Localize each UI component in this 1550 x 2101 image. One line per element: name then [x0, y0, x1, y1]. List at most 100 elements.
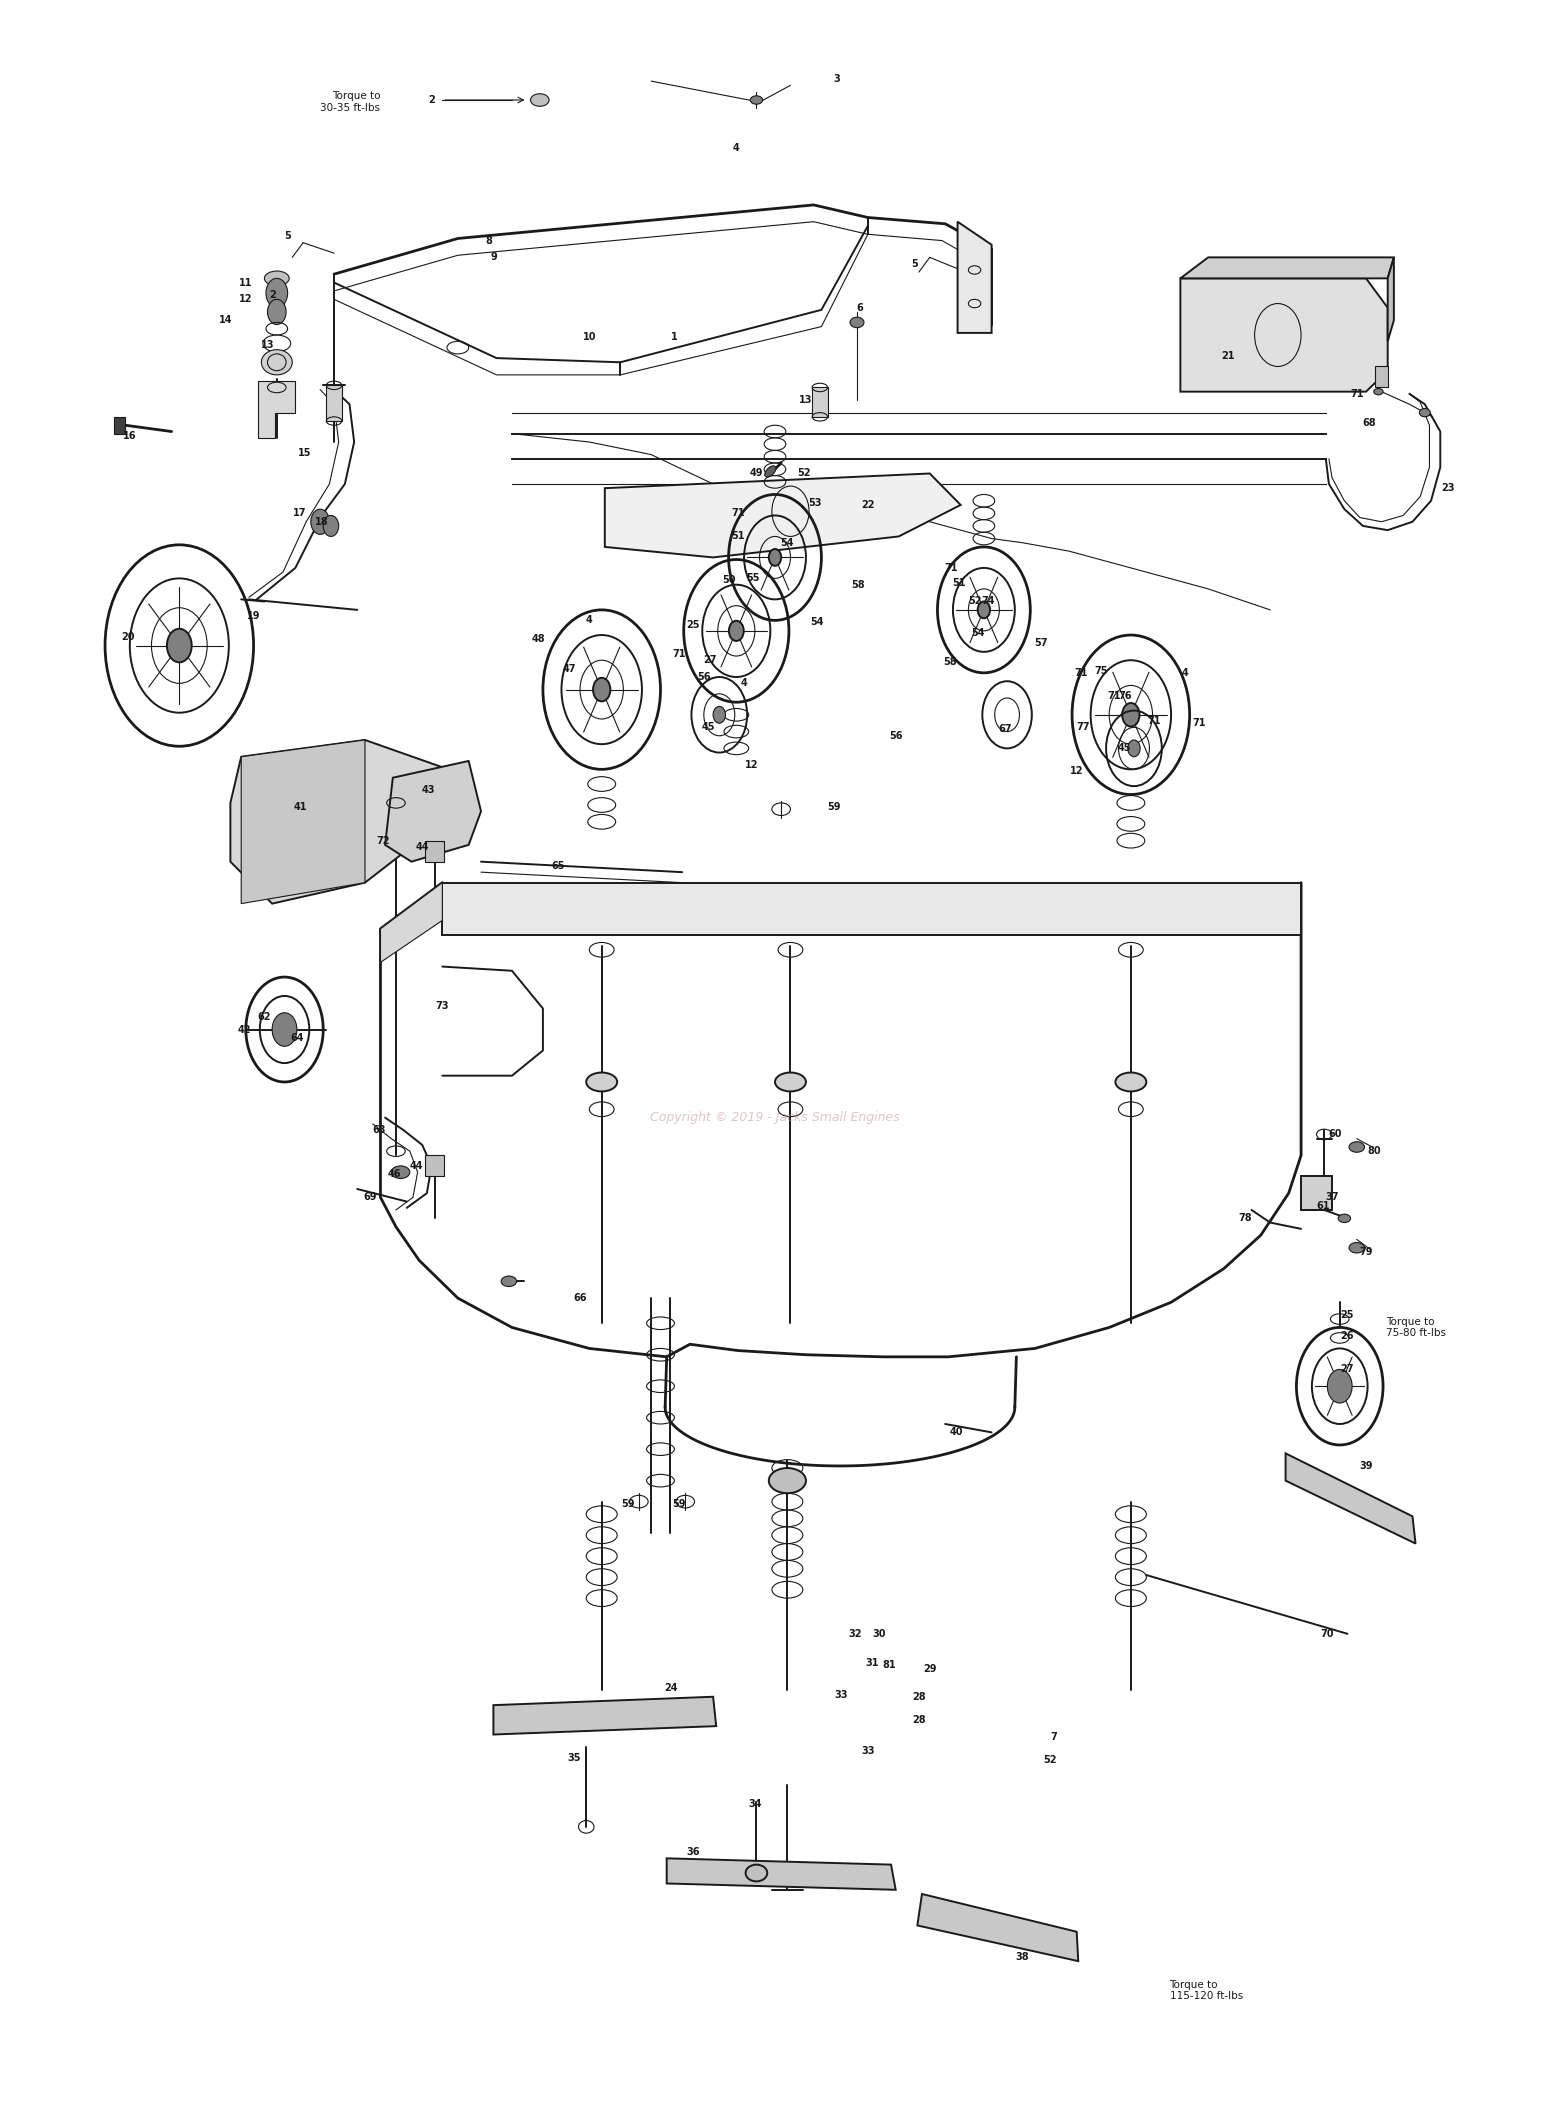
- Text: 73: 73: [436, 1002, 450, 1011]
- Text: 33: 33: [835, 1689, 848, 1700]
- Text: 10: 10: [583, 332, 597, 342]
- Text: 54: 54: [970, 628, 984, 639]
- Text: 2: 2: [428, 95, 436, 105]
- Polygon shape: [242, 740, 364, 903]
- Text: 58: 58: [942, 658, 956, 668]
- Ellipse shape: [265, 271, 290, 286]
- Ellipse shape: [750, 97, 763, 105]
- Text: 11: 11: [239, 277, 253, 288]
- Text: 52: 52: [798, 469, 811, 479]
- Text: Torque to
75-80 ft-lbs: Torque to 75-80 ft-lbs: [1386, 1317, 1446, 1338]
- Text: 5: 5: [284, 231, 291, 242]
- Text: 3: 3: [834, 74, 840, 84]
- Text: 12: 12: [239, 294, 253, 305]
- Polygon shape: [812, 387, 828, 416]
- Text: 65: 65: [552, 861, 566, 870]
- Circle shape: [728, 620, 744, 641]
- Circle shape: [312, 508, 330, 534]
- Text: 37: 37: [1325, 1193, 1339, 1202]
- Text: 71: 71: [673, 649, 685, 660]
- Text: 44: 44: [415, 843, 429, 853]
- Text: 4: 4: [733, 143, 739, 153]
- Polygon shape: [918, 1893, 1079, 1960]
- Text: 12: 12: [746, 761, 758, 771]
- Circle shape: [324, 515, 339, 536]
- Text: 40: 40: [949, 1427, 963, 1437]
- Text: 19: 19: [246, 611, 260, 622]
- Circle shape: [713, 706, 725, 723]
- Circle shape: [167, 628, 192, 662]
- Ellipse shape: [262, 349, 293, 374]
- Text: 4: 4: [586, 616, 592, 626]
- Text: 28: 28: [911, 1714, 925, 1725]
- Polygon shape: [958, 223, 992, 332]
- Text: 8: 8: [485, 235, 493, 246]
- Polygon shape: [1387, 256, 1393, 340]
- Text: 71: 71: [1074, 668, 1088, 679]
- Text: 75: 75: [1094, 666, 1108, 677]
- Text: 67: 67: [998, 725, 1012, 735]
- Text: 78: 78: [1238, 1214, 1252, 1223]
- Circle shape: [268, 298, 287, 324]
- Text: 27: 27: [704, 656, 716, 666]
- Text: 71: 71: [1147, 716, 1161, 727]
- Ellipse shape: [775, 1072, 806, 1090]
- Text: 57: 57: [1034, 639, 1048, 649]
- Text: 42: 42: [237, 1025, 251, 1034]
- Text: 71: 71: [1107, 691, 1121, 702]
- Text: 81: 81: [882, 1660, 896, 1670]
- Text: 30: 30: [873, 1628, 885, 1639]
- Polygon shape: [442, 882, 1300, 935]
- Text: 17: 17: [293, 508, 307, 519]
- Text: 74: 74: [981, 597, 995, 607]
- Text: 56: 56: [698, 672, 710, 683]
- Text: 9: 9: [490, 252, 498, 263]
- Text: 55: 55: [747, 574, 760, 584]
- Text: 45: 45: [1118, 744, 1132, 754]
- Text: 71: 71: [732, 508, 744, 519]
- Text: 7: 7: [1051, 1731, 1057, 1742]
- Polygon shape: [1285, 1454, 1415, 1544]
- Ellipse shape: [769, 1469, 806, 1494]
- Text: 47: 47: [563, 664, 577, 674]
- Text: 71: 71: [1350, 389, 1364, 399]
- Text: 56: 56: [890, 731, 902, 742]
- Text: 22: 22: [862, 500, 874, 511]
- Text: 61: 61: [1316, 1202, 1330, 1210]
- Text: 31: 31: [866, 1658, 879, 1668]
- Ellipse shape: [849, 317, 863, 328]
- Text: 58: 58: [853, 580, 865, 590]
- Polygon shape: [1300, 1177, 1331, 1210]
- Text: 51: 51: [732, 532, 744, 542]
- Text: 24: 24: [665, 1683, 677, 1693]
- Ellipse shape: [1116, 1072, 1147, 1090]
- Text: 46: 46: [388, 1170, 401, 1179]
- Ellipse shape: [746, 1864, 767, 1880]
- Text: 20: 20: [121, 632, 135, 643]
- Text: Torque to
30-35 ft-lbs: Torque to 30-35 ft-lbs: [321, 90, 380, 113]
- Text: 59: 59: [828, 803, 840, 813]
- Text: 12: 12: [1070, 767, 1083, 777]
- Text: 16: 16: [122, 431, 136, 441]
- Polygon shape: [327, 384, 343, 420]
- Text: 23: 23: [1442, 483, 1455, 494]
- Text: 43: 43: [422, 786, 436, 796]
- Text: 25: 25: [1341, 1309, 1355, 1319]
- Text: 25: 25: [687, 620, 699, 630]
- Text: 32: 32: [849, 1628, 862, 1639]
- Text: 48: 48: [532, 635, 546, 645]
- Polygon shape: [425, 1156, 443, 1177]
- Text: 15: 15: [298, 448, 312, 458]
- Text: 70: 70: [1321, 1628, 1335, 1639]
- Ellipse shape: [530, 95, 549, 107]
- Polygon shape: [604, 473, 961, 557]
- Text: 80: 80: [1367, 1147, 1381, 1156]
- Circle shape: [273, 1013, 298, 1046]
- Text: 35: 35: [567, 1752, 581, 1763]
- Ellipse shape: [501, 1275, 516, 1286]
- Text: 28: 28: [911, 1691, 925, 1702]
- Text: 71: 71: [944, 563, 958, 574]
- Text: 66: 66: [574, 1292, 587, 1303]
- Ellipse shape: [1348, 1141, 1364, 1151]
- Text: 5: 5: [911, 258, 918, 269]
